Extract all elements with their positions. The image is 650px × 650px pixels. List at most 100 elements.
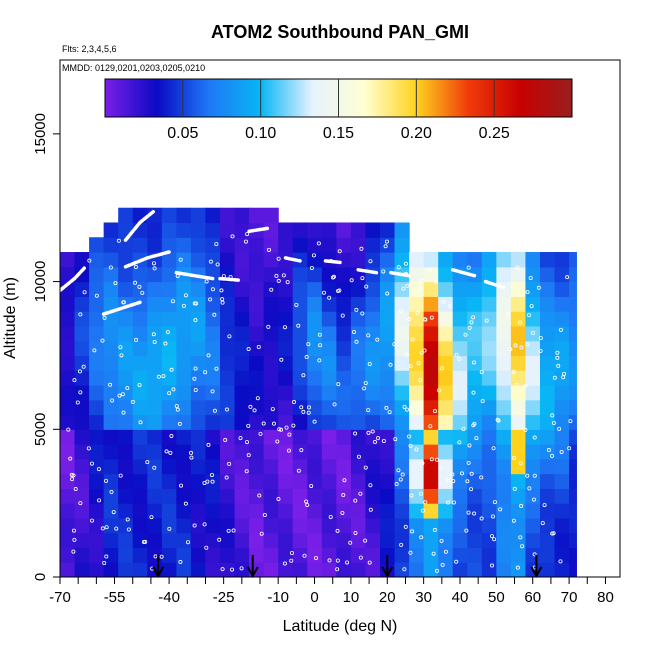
heatmap-cell (147, 517, 163, 534)
heatmap-cell (190, 252, 207, 268)
sample-point (228, 274, 233, 279)
heatmap-cell (336, 296, 352, 312)
heatmap-cell (89, 517, 105, 534)
heatmap-cell (103, 384, 119, 401)
heatmap-cell (161, 458, 177, 475)
heatmap-cell (438, 444, 454, 460)
heatmap-cell (190, 429, 207, 445)
heatmap-cell (161, 311, 177, 327)
heatmap-cell (60, 444, 76, 460)
heatmap-cell (132, 444, 148, 460)
sample-point (519, 345, 524, 350)
heatmap-cell (336, 222, 352, 238)
heatmap-cell (423, 281, 439, 297)
heatmap-cell (307, 252, 323, 268)
heatmap-cell (234, 488, 250, 504)
heatmap-cell (336, 252, 352, 268)
heatmap-cell (60, 503, 76, 519)
heatmap-cell (147, 237, 163, 253)
heatmap-cell (321, 296, 337, 312)
heatmap-cell (74, 296, 90, 312)
sample-point (73, 487, 78, 492)
heatmap-cell (569, 296, 577, 312)
sample-point (410, 337, 415, 342)
heatmap-cell (350, 281, 367, 297)
heatmap-cell (220, 503, 236, 519)
sample-point (287, 432, 292, 437)
heatmap-cell (278, 266, 294, 283)
sample-point (256, 344, 261, 349)
sample-point (523, 383, 528, 388)
heatmap-cell (321, 517, 337, 534)
sample-point (464, 528, 469, 533)
heatmap-cell (452, 414, 468, 430)
heatmap-cell (380, 266, 396, 283)
heatmap-cell (569, 266, 577, 283)
heatmap-cell (234, 399, 250, 416)
heatmap-cell (409, 458, 425, 475)
sample-point (447, 304, 452, 309)
heatmap-cell (89, 311, 105, 327)
heatmap-cell (467, 252, 483, 268)
sample-point (202, 480, 207, 485)
sample-point (429, 315, 434, 320)
heatmap-cell (263, 207, 279, 224)
heatmap-cell (263, 562, 279, 577)
heatmap-cell (292, 399, 308, 416)
heatmap-cell (263, 473, 279, 489)
heatmap-cell (249, 266, 265, 283)
heatmap-cell (249, 281, 265, 297)
sample-point (403, 271, 408, 276)
heatmap-cell (569, 399, 577, 416)
heatmap-cell (307, 384, 323, 401)
heatmap-cell (89, 562, 105, 577)
heatmap-cell (161, 517, 177, 534)
heatmap-cell (554, 355, 570, 371)
heatmap-cell (423, 517, 439, 534)
heatmap-cell (74, 429, 90, 445)
heatmap-cell (89, 488, 105, 504)
heatmap-cell (278, 340, 294, 357)
sample-point (542, 503, 547, 508)
heatmap-cell (481, 266, 497, 283)
heatmap-cell (234, 325, 250, 342)
heatmap-cell (438, 325, 454, 342)
heatmap-cell (525, 384, 541, 401)
heatmap-cell (365, 458, 381, 475)
y-axis: 0 5000 10000 15000 (32, 113, 60, 581)
sample-point (479, 370, 484, 375)
sample-point (294, 302, 299, 307)
heatmap-cell (263, 325, 279, 342)
x-tick-label: 40 (452, 589, 469, 606)
heatmap-cell (321, 266, 337, 283)
tropopause-segment (450, 268, 477, 278)
sample-point (208, 297, 213, 302)
heatmap-cell (409, 473, 425, 489)
heatmap-cell (394, 562, 410, 577)
heatmap-cell (103, 311, 119, 327)
heatmap-cell (394, 503, 410, 519)
heatmap-cell (147, 414, 163, 430)
sample-point (311, 253, 316, 258)
heatmap-cell (234, 237, 250, 253)
heatmap-cell (249, 325, 265, 342)
sample-point (296, 323, 301, 328)
sample-point (531, 497, 536, 502)
heatmap-cell (220, 562, 236, 577)
sample-point (276, 256, 281, 261)
heatmap-cell (103, 429, 119, 445)
sample-point (366, 430, 371, 435)
heatmap-cell (220, 517, 236, 534)
heatmap-cell (540, 532, 556, 549)
sample-point (102, 315, 107, 320)
heatmap-cell (409, 399, 425, 416)
heatmap-cell (467, 281, 483, 297)
heatmap-cell (510, 325, 527, 342)
sample-point (461, 426, 466, 431)
sample-point (217, 537, 222, 542)
sample-point (359, 246, 364, 251)
sample-point (375, 337, 380, 342)
heatmap-cell (394, 399, 410, 416)
sample-point (469, 487, 474, 492)
heatmap-cell (336, 370, 352, 386)
